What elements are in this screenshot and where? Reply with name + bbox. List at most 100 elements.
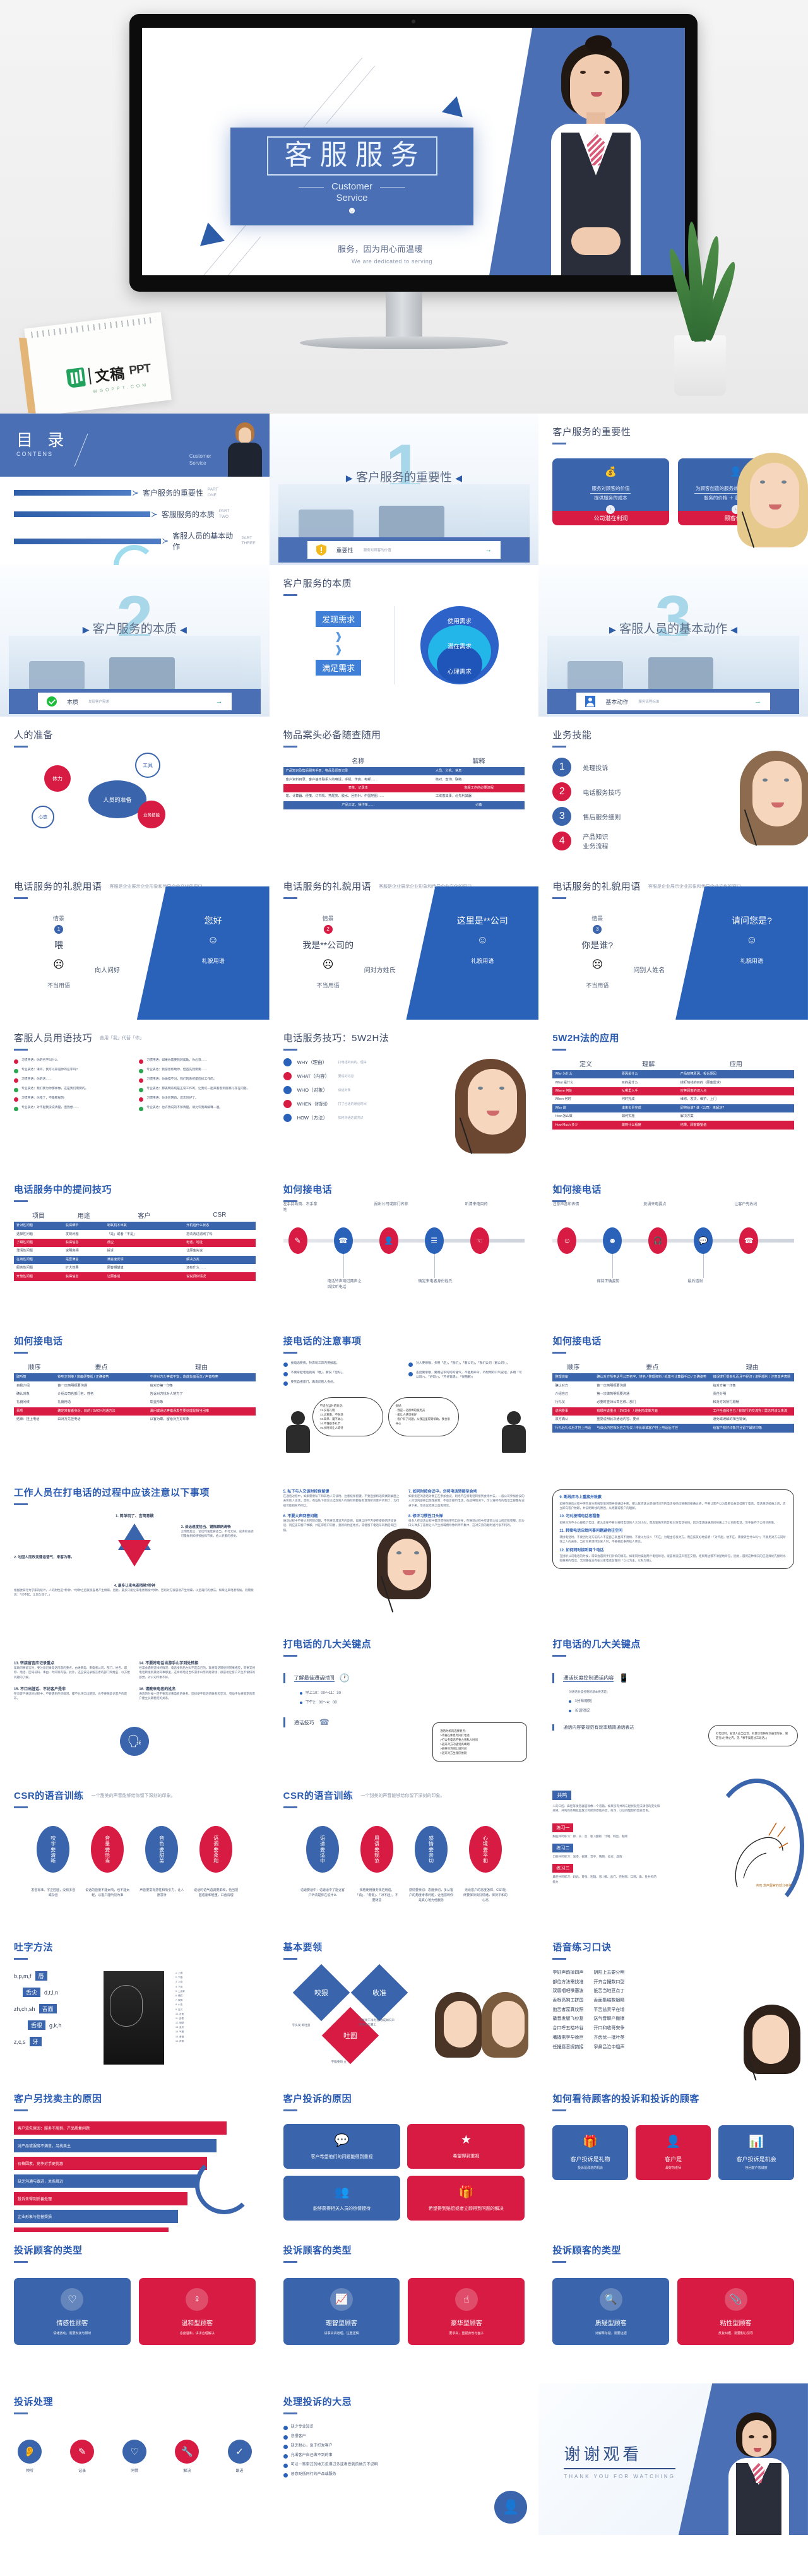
- slide-answer-table[interactable]: 如何接电话 顺序 要点 理由 取听筒 铃响立刻接 / 准备便笺纸 / 正确姿势 不使对方…: [0, 1323, 270, 1474]
- table-row: 说明要事 有顺序说重点（5W2H） / 避免形成单方面 工作全面和自己 / 有效打的…: [552, 1407, 794, 1416]
- speak-icon: 💬: [694, 1227, 713, 1254]
- list-item: 缺乏沟通与跟进，关系疏远: [14, 2174, 198, 2188]
- slide-questioning[interactable]: 电话服务中的提问技巧 项目 用途 客户 CSR 针对性问题 获得细节 制氧机不出氧 开机后什…: [0, 1171, 270, 1323]
- slide-resonance[interactable]: 共鸣 人的口腔、鼻腔等发音器官就像一个音箱，如果没有共鸣与起伏就无法调音的变化和…: [538, 1777, 808, 1929]
- calling-notes-cloud: 9. 断线应马上重接并致歉 如果在通话过程中突然发生断线等情况而导致通话中断，那…: [552, 1489, 794, 1569]
- slide-preparation[interactable]: 人的准备 人员的准备 体力 工具 心态 业务技能: [0, 717, 270, 868]
- slide-answer-timeline-b[interactable]: 如何接电话 ☺ ☻ 🎧 💬 ☎ 注意声音和表情 复诵来电要点 让客户先收线 保持…: [538, 1171, 808, 1323]
- slide-complaint-types-a[interactable]: 投诉顾客的类型 ♡ 情感性顾客 情绪激动，需要安抚与倾听 ♀ 温和型顾客 态度温和，讲求…: [0, 2232, 270, 2383]
- complaint-reason-card[interactable]: 👥 能够获得相关人员的热情接待: [283, 2176, 401, 2221]
- table-row: 自我介绍 做一次简明扼要沟通 给对方第一印象: [16, 1383, 173, 1388]
- slide-answer-notes[interactable]: 接电话的注意事项 接电话要快，铃声响三声内要接起。 不要拿起电话就喊「喂」，要说…: [269, 1323, 539, 1474]
- table-row: 介绍自己 第一次做简明扼要沟通 责任分明: [555, 1392, 727, 1396]
- slide-thanks[interactable]: 谢谢观看 THANK YOU FOR WATCHING: [538, 2383, 808, 2535]
- slide-view-complaints[interactable]: 如何看待顾客的投诉和投诉的顾客 🎁 客户投诉是礼物 投诉是改进的机会 👤 客户是 最好的…: [538, 2080, 808, 2232]
- chevron-down-icon: ❱: [334, 631, 343, 642]
- operator-photo: [737, 2005, 807, 2080]
- divider-label: ▶ 客服人员的基本动作 ◀: [609, 623, 738, 636]
- slide-toc[interactable]: 目 录 CONTENS Customer Service ≻ 客户服务的重要性 …: [0, 414, 270, 565]
- slide-complaint-types-c[interactable]: 投诉顾客的类型 🔍 质疑型顾客 对解释存疑，需要证据 📎 粘性型顾客 反复纠缠，需要耐心…: [538, 2232, 808, 2383]
- slide-csr-voice-a[interactable]: CSR的语音训练 一个甜美的声音能够给你留下深刻的印象。 咬字要清晰 发音标准、字正…: [0, 1777, 270, 1929]
- slide-wording-skill[interactable]: 客服人员用语技巧 善用「我」代替「你」 习惯用语：你的名字叫什么 专业表达：请问，…: [0, 1020, 270, 1171]
- table-row: What 是什么 目的是什么 拨打热线的目的（顾客需求）: [555, 1080, 723, 1085]
- page-title: 如何接电话: [283, 1184, 333, 1195]
- type-card[interactable]: ♡ 情感性顾客 情绪激动，需要安抚与倾听: [14, 2278, 131, 2345]
- slide-answer-timeline-a[interactable]: 如何接电话 ✎ ☎ 👤 ☰ ☜ 左手持听筒、右手拿笔 报出公司或部门名称 听清来…: [269, 1171, 539, 1323]
- divider-pill[interactable]: 重要性 服务对顾客的价值 →: [307, 541, 501, 559]
- slide-5w2h[interactable]: 电话服务技巧：5W2H法 WHY（理由） 打电话的目的、理由 WHAT（内容） 要说…: [269, 1020, 539, 1171]
- complaint-reason-card[interactable]: 🎁 希望得到赔偿或者立即得到问题的解决: [407, 2176, 525, 2221]
- table-row: 取听筒 铃响立刻接 / 准备便笺纸 / 正确姿势 不使对方久等或不安，造成负面而洗 …: [14, 1373, 256, 1382]
- toc-item-2[interactable]: ≻ 客服服务的本质 PART TWO: [14, 509, 256, 520]
- toc-item-1[interactable]: ≻ 客户服务的重要性 PART ONE: [14, 487, 256, 498]
- slide-mnemonic[interactable]: 语音练习口诀 学好声韵掉四声 部位方法需找准 双唇咽吧嗓塞波 舌根高狗工拼国 抱舌者蕊…: [538, 1929, 808, 2080]
- slide-calling-notes-cont[interactable]: 13. 转接留言应记录重点 帮助同事留言时，要注意记录电话内容的重点，由谁来电、…: [0, 1626, 270, 1777]
- list-item: 企业形象与信誉受损: [14, 2210, 179, 2223]
- watermark-notepad: 文稿 PPT WGOPPT.COM: [18, 312, 172, 414]
- smile-face-icon: ☺: [746, 934, 758, 946]
- slide-importance[interactable]: 客户服务的重要性 💰 服务对顾客的价值 提供服务的成本 ↓ 公司潜在利润 👤 为顾…: [538, 414, 808, 565]
- questioning-table: 项目 用途 客户 CSR 针对性问题 获得细节 制氧机不出氧 开机后什么状态 选择性问题 发现…: [14, 1208, 256, 1281]
- slide-5w2h-apply[interactable]: 5W2H法的应用 定义 理解 应用 Why 为什么 原因是什么 产品故障原因、投诉原因 …: [538, 1020, 808, 1171]
- type-card[interactable]: 🔍 质疑型顾客 对解释存疑，需要证据: [552, 2278, 670, 2345]
- slide-essence[interactable]: 客户服务的本质 发现需求 ❱ ❱ 满足需求 使用需求 潜在需求 心理需求: [269, 565, 539, 717]
- page-title: 物品案头必备随查随用: [283, 730, 381, 741]
- slide-answer-order[interactable]: 如何接电话 顺序 要点 理由 整理准备 确认对方所电话号公司名字、姓名 / 整理资料 …: [538, 1323, 808, 1474]
- slide-divider-2[interactable]: 2 ▶ 客户服务的本质 ◀ 本质 发现客户需求 →: [0, 565, 270, 717]
- hero-tagline-cn: 服务，因为用心而温暖: [338, 244, 424, 254]
- divider-pill[interactable]: 本质 发现客户需求 →: [38, 693, 232, 710]
- divider-pill[interactable]: 基本动作 服务流程标准 →: [576, 693, 770, 710]
- slide-calling-notes-right[interactable]: 9. 断线应马上重接并致歉 如果在通话过程中突然发生断线等情况而导致通话中断，那…: [538, 1474, 808, 1626]
- page-title: 如何接电话: [14, 1336, 63, 1347]
- slide-divider-3[interactable]: 3 ▶ 客服人员的基本动作 ◀ 基本动作 服务流程标准 →: [538, 565, 808, 717]
- slide-taboos[interactable]: 处理投诉的大忌 缺少专业知识 怠慢客户 缺乏耐心，急于打发客户 允诺客户自己做不…: [269, 2383, 539, 2535]
- type-card[interactable]: 📈 理智型顾客 讲事实讲道理，注重逻辑: [283, 2278, 400, 2345]
- type-card[interactable]: ♀ 温和型顾客 态度温和，讲求合理解决: [138, 2278, 256, 2345]
- gender-icon: ♀: [186, 2288, 209, 2311]
- skill-row-3: 3 售后服务细则: [552, 807, 794, 826]
- slide-articulation[interactable]: 吐字方法 b,p,m,f 唇 舌尖 d,t,l,n zh,ch,sh 舌面 舌根 g,k…: [0, 1929, 270, 2080]
- slide-calling-notes-left[interactable]: 工作人员在打电话的过程中应该注意以下事项 1. 简单明了、言简意赅 2. 勿因人…: [0, 1474, 270, 1626]
- slide-skills[interactable]: 业务技能 1 处理投诉 2 电话服务技巧 3 售后服务细则 4 产品知识 业务流程: [538, 717, 808, 868]
- importance-card-1[interactable]: 💰 服务对顾客的价值 提供服务的成本 ↓ 公司潜在利润: [552, 458, 669, 525]
- view-complaint-card[interactable]: 🎁 客户投诉是礼物 投诉是改进的机会: [552, 2125, 628, 2180]
- slide-key-points-b[interactable]: 打电话的几大关键点 通话长度控制通话内容 📱 对通话长度控制的基本要求是： 3分…: [538, 1626, 808, 1777]
- complaint-reason-card[interactable]: 💬 客户希望他们的问题能得到重视: [283, 2124, 401, 2169]
- table-row: 结束：挂上电话 由对方先挂电话 以客为尊，留给对方好印象: [16, 1417, 189, 1422]
- slide-polite-3[interactable]: 电话服务的礼貌用语 客服是企业展示企业形象和传导企业文化的窗口 情景 3 你是谁?…: [538, 868, 808, 1020]
- slide-complaint-reasons[interactable]: 客户投诉的原因 💬 客户希望他们的问题能得到重视 ★ 希望得到重视 👥 能够获得相关人…: [269, 2080, 539, 2232]
- table-row: 选择性问题 发现问题 「是」或者「不是」 您清洗过滤网了吗: [16, 1232, 213, 1236]
- hero-tagline: 服务，因为用心而温暖 We are dedicated to serving: [338, 242, 432, 265]
- slide-basics[interactable]: 基本要领 咬狠 收准 吐圆 字头发 即吐重 字尾要干净利落 收成如归声要落在位置…: [269, 1929, 539, 2080]
- slide-polite-2[interactable]: 电话服务的礼貌用语 客服是企业展示企业形象和传导企业文化的窗口 情景 2 我是**…: [269, 868, 539, 1020]
- slide-handling[interactable]: 投诉处理 👂 倾听 ✎ 记录 ♡ 同情 🔧 解决 ✓ 跟进: [0, 2383, 270, 2535]
- page-title: 电话服务的礼貌用语: [283, 881, 372, 892]
- operator-photo: [449, 1059, 526, 1171]
- slide-complaint-types-b[interactable]: 投诉顾客的类型 📈 理智型顾客 讲事实讲道理，注重逻辑 ☝ 豪华型顾客 要求高，重视身份…: [269, 2232, 539, 2383]
- toc-item-3[interactable]: ≻ 客服人员的基本动作 PART THREE: [14, 530, 256, 552]
- user-icon: 👤: [665, 2135, 681, 2149]
- page-title: 如何接电话: [552, 1336, 602, 1347]
- view-complaint-card[interactable]: 📊 客户投诉是机会 挽回客户忠诚度: [718, 2125, 794, 2180]
- page-title: 客户另找卖主的原因: [14, 2094, 102, 2104]
- slide-key-points-a[interactable]: 打电话的几大关键点 了解最佳通话时间 🕐 早上10：00～11：30 下午2：0…: [269, 1626, 539, 1777]
- type-card[interactable]: ☝ 豪华型顾客 要求高，重视身份与面子: [408, 2278, 525, 2345]
- search-icon: 🔍: [599, 2288, 622, 2311]
- toc-title-cn: 目 录: [16, 431, 69, 450]
- team-photo: [435, 1992, 536, 2080]
- view-complaint-card[interactable]: 👤 客户是 最好的老师: [635, 2125, 711, 2180]
- type-card[interactable]: 📎 粘性型顾客 反复纠缠，需要耐心引导: [677, 2278, 794, 2345]
- slide-desk-items[interactable]: 物品案头必备随查随用 名称 解释 产品知识及售后服务手册、物品及调查记录 人员、分机…: [269, 717, 539, 868]
- slide-calling-notes-mid[interactable]: 5. 私下与人交谈时按保留键 在通话过程中，如果需要私下和其他人交谈时，注意按保…: [269, 1474, 539, 1626]
- slide-csr-voice-b[interactable]: CSR的语音训练 一个甜美的声音能够给你留下深刻的印象。 语速要适中 语速要适中：语…: [269, 1777, 539, 1929]
- slide-divider-1[interactable]: 1 ▶ 客户服务的重要性 ◀ 重要性 服务对顾客的价值 →: [269, 414, 539, 565]
- chevrons-icon: ≻: [132, 487, 139, 498]
- pen-note-icon: ✎: [288, 1227, 307, 1254]
- complaint-reason-card[interactable]: ★ 希望得到重视: [407, 2124, 525, 2169]
- csr-voice-item: 心境要平和 无论客户的态度怎样，CSR始终要保持良好情绪，保持平和的心态: [463, 1826, 508, 1903]
- slide-polite-1[interactable]: 电话服务的礼貌用语 客服是企业展示企业形象和传导企业文化的窗口 情景 1 喂 ☹ …: [0, 868, 270, 1020]
- webcam-icon: [412, 20, 415, 23]
- hero-agent-photo: [525, 35, 667, 275]
- slide-lost-reasons[interactable]: 客户另找卖主的原因 客户流失原因：服务不周到、产品质量问题 对产品或服务不满意，…: [0, 2080, 270, 2232]
- table-row: 了解性问题 获得信息 反应 电话、地址: [14, 1238, 256, 1248]
